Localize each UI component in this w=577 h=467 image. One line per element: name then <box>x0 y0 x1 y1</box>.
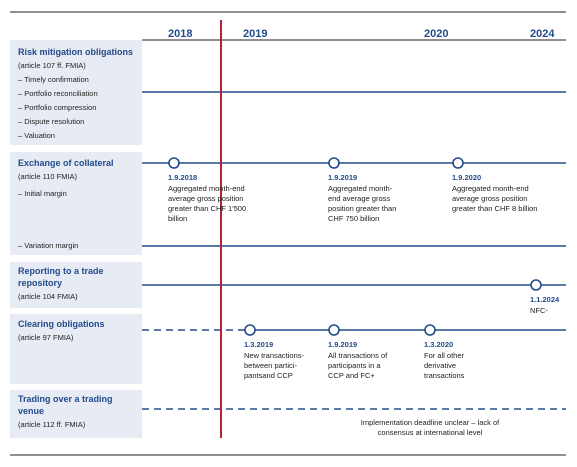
risk-item: – Portfolio reconciliation <box>18 89 98 98</box>
trading-title-line2: venue <box>18 406 45 416</box>
milestone-c1-date: 1.9.2018 <box>168 173 198 182</box>
band-collateral-bg <box>10 152 142 255</box>
year-label: 2018 <box>168 28 193 40</box>
collateral-title: Exchange of collateral <box>18 158 114 168</box>
milestone-c3-desc: Aggregated month-end average gross positi… <box>452 184 538 213</box>
trading-article: (article 112 ff. FMIA) <box>18 420 86 429</box>
milestone-c2-desc: Aggregated month-end average gross positi… <box>328 184 397 223</box>
milestone-r1-date: 1.1.2024 <box>530 295 560 304</box>
milestone-k1-desc: New transactions-between partici-pantsan… <box>244 351 305 380</box>
risk-item: – Portfolio compression <box>18 103 97 112</box>
collateral-article: (article 110 FMIA) <box>18 172 78 181</box>
milestone-c3-dot <box>452 157 464 169</box>
risk-item: – Dispute resolution <box>18 117 85 126</box>
year-label: 2019 <box>243 28 268 40</box>
milestone-k2-desc: All transactions of participants in a CCP … <box>328 351 388 380</box>
milestone-r1-desc: NFC- <box>530 306 548 315</box>
milestone-c2-dot <box>328 157 340 169</box>
risk-item: – Valuation <box>18 131 55 140</box>
year-label: 2024 <box>530 28 555 40</box>
risk-article: (article 107 ff. FMIA) <box>18 61 86 70</box>
band-clearing-bg <box>10 314 142 384</box>
milestone-k1-dot <box>244 324 256 336</box>
band-risk-bg <box>10 40 142 145</box>
milestone-c3-date: 1.9.2020 <box>452 173 482 182</box>
collateral-variation-label: – Variation margin <box>18 241 79 250</box>
risk-title: Risk mitigation obligations <box>18 47 134 57</box>
milestone-r1-dot <box>530 279 542 291</box>
trading-title-line1: Trading over a trading <box>18 394 113 404</box>
year-label: 2020 <box>424 28 449 40</box>
reporting-article: (article 104 FMIA) <box>18 292 78 301</box>
trading-note: Implementation deadline unclear – lack o… <box>360 418 500 437</box>
milestone-c1-desc: Aggregated month-end average gross positi… <box>168 184 247 223</box>
clearing-article: (article 97 FMIA) <box>18 333 74 342</box>
milestone-k3-dot <box>424 324 436 336</box>
clearing-title: Clearing obligations <box>18 319 105 329</box>
band-reporting-bg <box>10 262 142 308</box>
milestone-k2-date: 1.9.2019 <box>328 340 358 349</box>
reporting-title-line1: Reporting to a trade <box>18 266 104 276</box>
milestone-k3-desc: For all other derivative transactions <box>424 351 465 380</box>
milestone-c2-date: 1.9.2019 <box>328 173 358 182</box>
reporting-title-line2: repository <box>18 278 63 288</box>
milestone-c1-dot <box>168 157 180 169</box>
collateral-initial-label: – Initial margin <box>18 189 67 198</box>
milestone-k1-date: 1.3.2019 <box>244 340 274 349</box>
milestone-k3-date: 1.3.2020 <box>424 340 454 349</box>
risk-item: – Timely confirmation <box>18 75 89 84</box>
milestone-k2-dot <box>328 324 340 336</box>
band-trading-bg <box>10 390 142 438</box>
